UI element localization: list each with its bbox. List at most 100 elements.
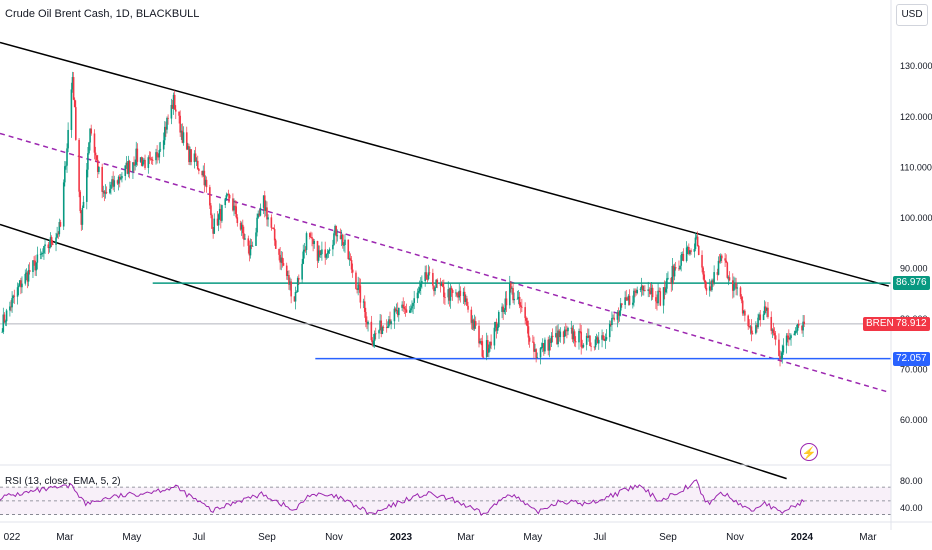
candle-body bbox=[693, 248, 696, 252]
candle-body bbox=[481, 341, 484, 357]
candle-body bbox=[435, 279, 437, 288]
candle-body bbox=[196, 160, 199, 169]
candle-body bbox=[162, 140, 165, 150]
candle-body bbox=[221, 205, 223, 221]
candle-body bbox=[239, 223, 242, 230]
candle-body bbox=[527, 326, 530, 338]
candle-body bbox=[105, 192, 108, 194]
candle-body bbox=[610, 323, 612, 326]
candle-body bbox=[465, 298, 467, 302]
candle-body bbox=[412, 302, 414, 307]
candle-body bbox=[394, 308, 397, 311]
candle-body bbox=[601, 335, 603, 340]
candle-body bbox=[396, 310, 399, 316]
candle-body bbox=[116, 180, 119, 184]
candle-body bbox=[203, 170, 206, 186]
rsi-background bbox=[0, 486, 891, 515]
x-tick-label: 2023 bbox=[390, 532, 413, 543]
candle-body bbox=[270, 217, 273, 228]
candle-body bbox=[301, 263, 303, 280]
candle-body bbox=[110, 184, 112, 189]
candle-body bbox=[613, 317, 615, 320]
candle-body bbox=[62, 182, 65, 227]
upper-channel-line[interactable] bbox=[0, 41, 890, 287]
candle-body bbox=[480, 341, 483, 342]
candle-body bbox=[403, 306, 406, 309]
candle-body bbox=[556, 333, 558, 345]
candle-body bbox=[4, 321, 7, 323]
y-tick-label: 110.000 bbox=[900, 162, 932, 172]
candle-body bbox=[351, 269, 354, 273]
candle-body bbox=[713, 272, 715, 284]
candle-body bbox=[447, 289, 450, 298]
trend-lines[interactable] bbox=[0, 41, 891, 480]
candle-body bbox=[749, 326, 752, 328]
candle-body bbox=[488, 348, 490, 353]
candle-body bbox=[289, 281, 291, 285]
candle-body bbox=[371, 340, 374, 346]
candle-body bbox=[390, 321, 392, 325]
candle-body bbox=[593, 346, 596, 348]
brent-price-label: 78.912 bbox=[896, 317, 927, 329]
candle-body bbox=[159, 149, 162, 151]
candle-body bbox=[189, 149, 191, 163]
candle-body bbox=[659, 291, 662, 306]
currency-button[interactable]: USD bbox=[896, 4, 928, 26]
candle-body bbox=[166, 117, 168, 130]
candle-body bbox=[26, 272, 29, 282]
candle-body bbox=[513, 298, 515, 301]
candle-body bbox=[93, 133, 96, 153]
candle-body bbox=[193, 153, 196, 163]
x-tick-label: Mar bbox=[56, 532, 74, 543]
candle-body bbox=[604, 339, 607, 341]
candle-body bbox=[525, 318, 528, 321]
y-tick-label: 70.000 bbox=[900, 364, 928, 374]
candle-body bbox=[628, 295, 631, 305]
candle-body bbox=[802, 321, 804, 331]
candle-body bbox=[143, 159, 145, 162]
candle-body bbox=[255, 232, 257, 246]
candle-body bbox=[459, 290, 462, 297]
candle-body bbox=[579, 331, 581, 332]
candle-body bbox=[274, 240, 277, 249]
candle-body bbox=[249, 245, 252, 256]
candle-body bbox=[118, 176, 121, 180]
candle-body bbox=[40, 253, 43, 255]
candle-body bbox=[444, 296, 446, 298]
candle-body bbox=[597, 339, 600, 344]
mid-channel-line[interactable] bbox=[0, 132, 890, 393]
candle-body bbox=[702, 267, 704, 275]
candle-body bbox=[13, 295, 16, 297]
candle-body bbox=[405, 309, 408, 313]
candle-body bbox=[385, 327, 388, 329]
candle-body bbox=[24, 273, 27, 284]
candle-body bbox=[126, 162, 129, 174]
lower-channel-line[interactable] bbox=[0, 223, 787, 480]
candle-body bbox=[578, 331, 580, 343]
candle-body bbox=[228, 194, 231, 199]
candle-body bbox=[150, 159, 153, 160]
candle-body bbox=[696, 236, 699, 246]
candle-body bbox=[565, 329, 567, 331]
candle-body bbox=[395, 310, 398, 312]
y-tick-label: 60.000 bbox=[900, 415, 928, 425]
candle-body bbox=[216, 218, 219, 226]
candle-body bbox=[32, 260, 34, 273]
lightning-icon[interactable]: ⚡ bbox=[800, 443, 818, 461]
candle-body bbox=[85, 169, 88, 202]
candle-body bbox=[580, 331, 582, 347]
candle-body bbox=[755, 325, 757, 334]
candle-body bbox=[80, 211, 83, 225]
candle-body bbox=[490, 341, 492, 346]
candle-body bbox=[456, 292, 458, 296]
candle-body bbox=[370, 321, 373, 341]
candle-body bbox=[658, 290, 660, 292]
candle-body bbox=[357, 284, 359, 290]
candle-body bbox=[533, 342, 535, 352]
candle-body bbox=[358, 284, 361, 286]
candle-body bbox=[259, 207, 262, 216]
candle-body bbox=[778, 339, 780, 357]
candle-body bbox=[585, 335, 588, 345]
candle-body bbox=[697, 245, 700, 255]
